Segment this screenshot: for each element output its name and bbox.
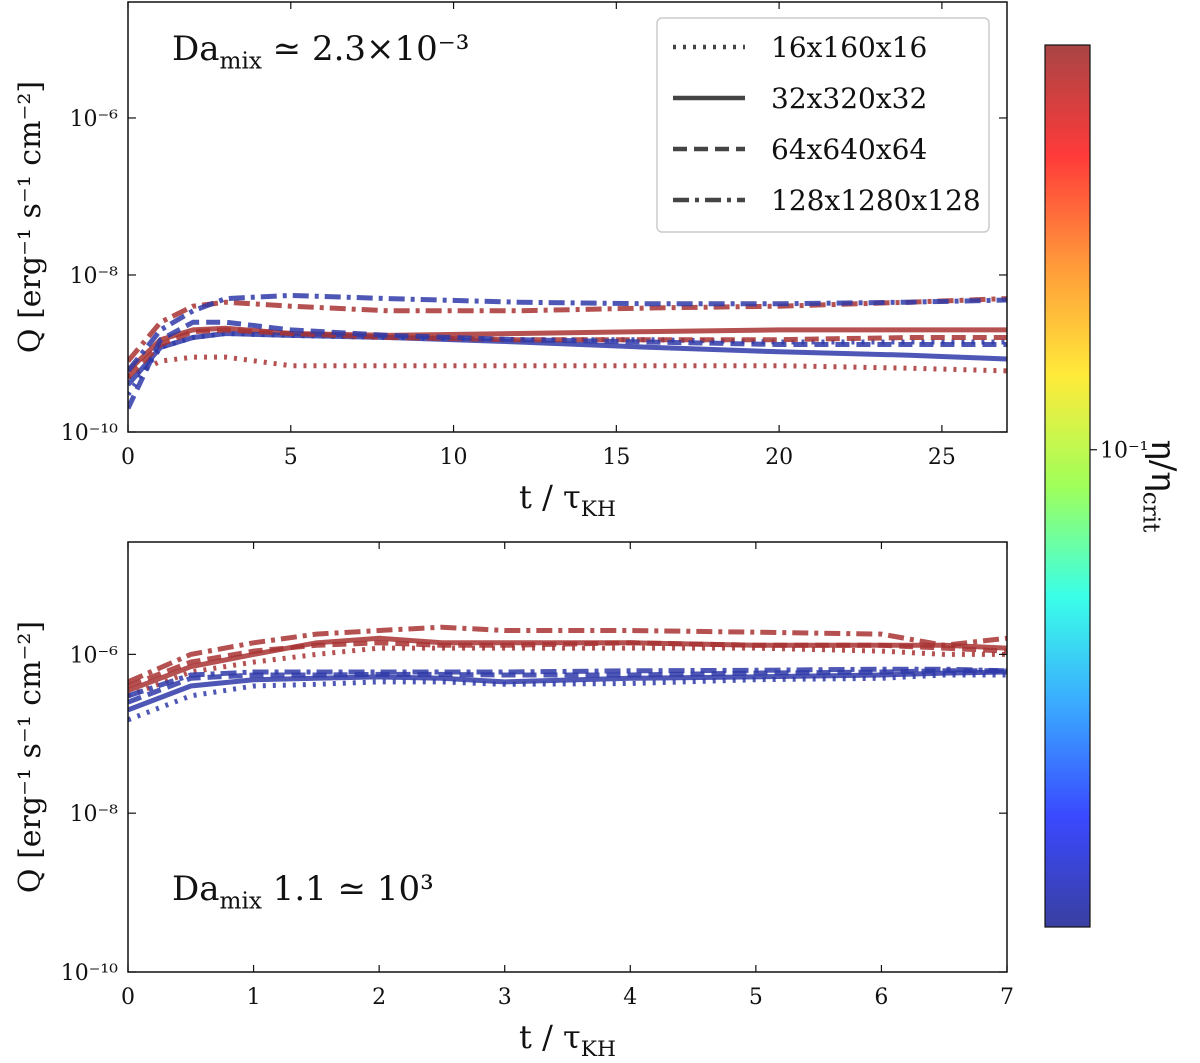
x-tick-label: 4: [623, 985, 637, 1010]
label-rest: 1.1 ≃ 10³: [262, 869, 434, 909]
series-line: [128, 672, 1007, 723]
series-line: [128, 669, 1007, 713]
series-line: [128, 327, 1007, 379]
y-tick-label: 10⁻⁸: [70, 802, 119, 827]
x-tick-label: 1: [247, 985, 261, 1010]
label-text: η/η: [1143, 440, 1183, 492]
x-tick-label: 20: [765, 445, 793, 470]
series-line: [128, 668, 1007, 705]
series-line: [128, 292, 1007, 373]
y-tick-label: 10⁻⁶: [70, 107, 119, 132]
series-line: [128, 645, 1007, 699]
x-tick-label: 25: [928, 445, 956, 470]
label-sub: crit: [1138, 492, 1164, 533]
y-axis-label: Q [erg⁻¹ s⁻¹ cm⁻²]: [13, 81, 48, 353]
label-sub: mix: [220, 49, 262, 75]
y-tick-label: 10⁻⁸: [70, 264, 119, 289]
x-tick-label: 7: [1000, 985, 1014, 1010]
y-axis-label: Q [erg⁻¹ s⁻¹ cm⁻²]: [13, 621, 48, 893]
x-tick-label: 15: [602, 445, 630, 470]
series-line: [128, 296, 1007, 363]
x-tick-label: 10: [440, 445, 468, 470]
legend-label: 128x1280x128: [771, 184, 981, 217]
label-text: t / τ: [519, 478, 581, 516]
x-tick-label: 3: [498, 985, 512, 1010]
legend-label: 32x320x32: [771, 82, 927, 115]
series-line: [128, 354, 1007, 380]
x-tick-label: 0: [121, 985, 135, 1010]
x-axis-label: t / τKH: [519, 1018, 616, 1058]
series-line: [128, 640, 1007, 689]
colorbar-label: η/ηcrit: [1138, 440, 1184, 534]
annotation: Damix ≃ 2.3×10⁻³: [172, 29, 469, 75]
y-tick-label: 10⁻⁶: [70, 643, 119, 668]
legend-label: 16x160x16: [771, 31, 927, 64]
axes-frame: [127, 1, 1008, 433]
legend-label: 64x640x64: [771, 133, 927, 166]
label-text: t / τ: [519, 1018, 581, 1056]
series-line: [128, 319, 1007, 410]
label-sub: mix: [220, 889, 262, 915]
x-tick-label: 6: [874, 985, 888, 1010]
axes-frame: [127, 541, 1008, 973]
annotation: Damix 1.1 ≃ 10³: [172, 869, 434, 915]
plot-area: [128, 292, 1007, 410]
x-tick-label: 0: [121, 445, 135, 470]
label-text: Da: [172, 869, 220, 909]
label-text: Da: [172, 29, 220, 69]
colorbar-tick-label: 10⁻¹: [1100, 439, 1148, 464]
y-tick-label: 10⁻¹⁰: [61, 421, 118, 446]
colorbar: [1044, 44, 1091, 928]
x-axis-label: t / τKH: [519, 478, 616, 522]
series-line: [128, 666, 1007, 699]
y-tick-label: 10⁻¹⁰: [61, 961, 118, 986]
label-sub: KH: [581, 1037, 616, 1058]
label-sub: KH: [581, 497, 616, 522]
x-tick-label: 5: [749, 985, 763, 1010]
series-line: [128, 624, 1007, 685]
plot-area: [128, 624, 1007, 723]
x-tick-label: 5: [284, 445, 298, 470]
label-rest: ≃ 2.3×10⁻³: [262, 29, 470, 69]
legend-box: [656, 17, 990, 233]
x-tick-label: 2: [372, 985, 386, 1010]
